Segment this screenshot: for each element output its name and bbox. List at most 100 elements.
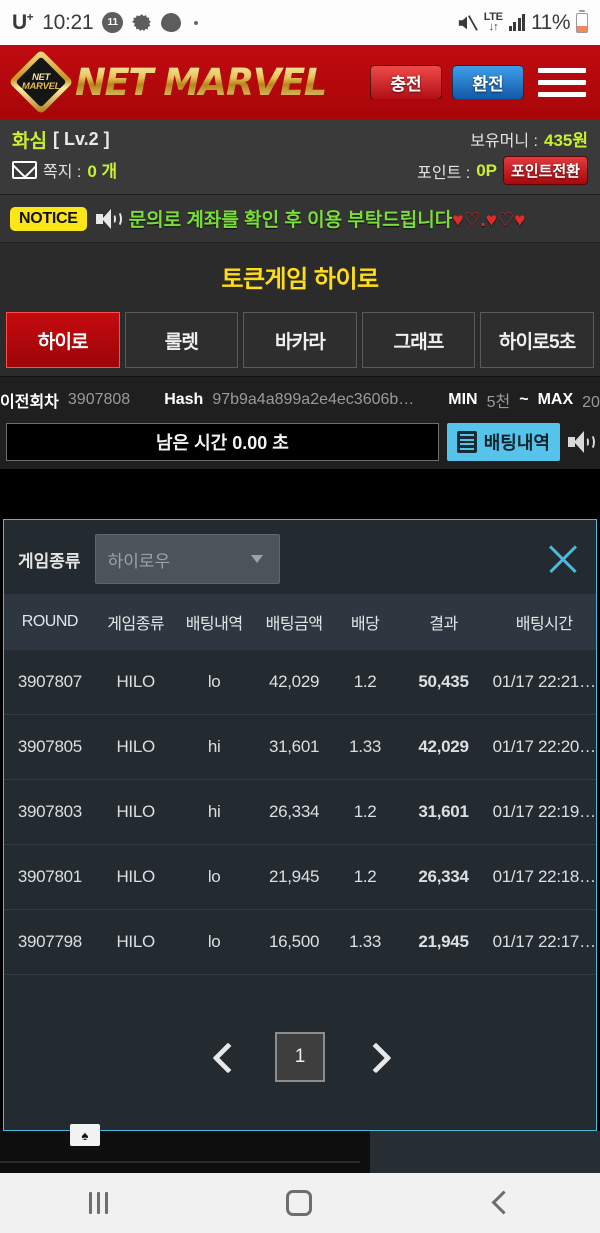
cell-odds: 1.2 [335,844,395,910]
col-header-type: 게임종류 [95,594,176,650]
hash-label: Hash [164,391,204,408]
status-dot-icon [194,20,199,25]
betting-history-button[interactable]: 배팅내역 [446,423,560,461]
chevron-right-icon[interactable] [361,1044,387,1070]
betting-history-label: 배팅내역 [483,433,550,453]
tab-baccarat[interactable]: 바카라 [243,312,357,368]
cell-odds: 1.33 [335,909,395,975]
tab-roulette[interactable]: 룰렛 [124,312,239,368]
table-row[interactable]: 3907798 HILO lo 16,500 1.33 21,945 01/17… [4,909,596,975]
betting-history-table: ROUND 게임종류 배팅내역 배팅금액 배당 결과 배팅시간 3907807 … [4,594,596,975]
cell-round: 3907798 [4,909,96,975]
cell-bet: hi [175,779,253,845]
close-icon[interactable] [544,540,582,578]
site-logo[interactable]: NET MARVEL NET MARVEL [8,49,327,115]
cell-type: HILO [95,714,176,780]
prev-round-value: 3907808 [67,391,131,408]
col-header-odds: 배당 [335,594,395,650]
message-count: 0 개 [87,162,118,181]
tab-graph[interactable]: 그래프 [361,312,476,368]
chevron-left-icon[interactable] [213,1044,239,1070]
pagination: 1 [4,1032,596,1082]
bottom-strip-left [0,1131,370,1173]
notice-message: 문의로 계좌를 확인 후 이용 부탁드립니다 [128,210,453,231]
recents-icon[interactable] [89,1192,109,1214]
cell-result: 42,029 [394,714,493,780]
game-tabs: 하이로 룰렛 바카라 그래프 하이로5초 [0,312,600,376]
cell-type: HILO [95,650,176,715]
timer-row: 남은 시간 0.00 초 배팅내역 [0,423,600,469]
clock: 10:21 [42,10,94,34]
cell-bet: lo [175,650,253,715]
col-header-bet: 배팅내역 [175,594,253,650]
table-row[interactable]: 3907801 HILO lo 21,945 1.2 26,334 01/17 … [4,844,596,910]
cell-bet: hi [175,714,253,780]
col-header-amount: 배팅금액 [252,594,336,650]
round-info-row: 이전회차 3907808 Hash 97b9a4a899a2e4ec3606b…… [0,376,600,423]
card-suit-icon: ♠ [70,1124,100,1146]
gear-icon [132,13,152,31]
logo-badge-line2: MARVEL [21,81,61,92]
status-bar-right: LTE ↓↑ 11% [456,11,588,35]
table-body: 3907807 HILO lo 42,029 1.2 50,435 01/17 … [4,650,596,975]
cell-type: HILO [95,909,176,975]
logo-diamond-icon: NET MARVEL [8,49,74,115]
table-row[interactable]: 3907805 HILO hi 31,601 1.33 42,029 01/17… [4,714,596,780]
cell-amount: 31,601 [252,714,336,780]
tab-hilo[interactable]: 하이로 [6,312,120,368]
page-number-1[interactable]: 1 [275,1032,325,1082]
exchange-button[interactable]: 환전 [452,64,524,100]
cell-result: 21,945 [394,909,493,975]
notice-tag: NOTICE [10,206,87,231]
mail-icon[interactable] [12,160,37,179]
cell-amount: 21,945 [252,844,336,910]
min-label: MIN [448,391,478,408]
tab-hilo5sec[interactable]: 하이로5초 [480,312,594,368]
android-nav-bar [0,1173,600,1233]
hamburger-menu-icon[interactable] [538,67,586,97]
cell-time: 01/17 22:20… [492,714,596,780]
app-icon [161,13,182,32]
notice-bar[interactable]: NOTICE 문의로 계좌를 확인 후 이용 부탁드립니다♥♡.♥♡♥ [0,195,600,243]
point-exchange-button[interactable]: 포인트전환 [502,156,588,185]
user-info-left: 화심 [ Lv.2 ] 쪽지 : 0 개 [12,126,117,185]
charge-button[interactable]: 충전 [370,64,442,100]
betting-history-panel: 게임종류 하이로우 ROUND 게임종류 배팅내역 배팅금액 배당 결과 배팅시… [3,519,597,1131]
cell-type: HILO [95,844,176,910]
game-type-select[interactable]: 하이로우 [94,534,280,584]
chevron-down-icon [250,555,263,563]
col-header-round: ROUND [4,594,96,650]
cell-result: 50,435 [394,650,493,715]
android-status-bar: U+ 10:21 11 LTE ↓↑ 11% [0,0,600,45]
header-actions: 충전 환전 [370,64,586,100]
home-icon[interactable] [286,1190,313,1216]
col-header-result: 결과 [394,594,493,650]
point-value: 0P [476,160,497,180]
table-row[interactable]: 3907807 HILO lo 42,029 1.2 50,435 01/17 … [4,650,596,715]
list-icon [456,431,477,453]
sound-toggle-icon[interactable] [568,431,595,453]
cell-time: 01/17 22:17… [492,909,596,975]
hash-value: 97b9a4a899a2e4ec3606b… [212,391,415,408]
cell-round: 3907805 [4,714,96,780]
mute-icon [458,14,478,31]
min-value: 5천 [486,394,511,411]
back-icon[interactable] [491,1193,511,1213]
col-header-time: 배팅시간 [492,594,596,650]
panel-header: 게임종류 하이로우 [4,520,596,594]
battery-icon [576,12,588,33]
speaker-icon [95,208,122,229]
cell-time: 01/17 22:18… [492,844,596,910]
max-value: 200만 [582,394,600,411]
game-type-selected-value: 하이로우 [107,551,171,571]
cell-time: 01/17 22:21… [492,650,596,715]
page-bottom-strip [0,1131,600,1173]
cell-bet: lo [175,844,253,910]
max-label: MAX [537,391,574,408]
prev-round-label: 이전회차 [0,394,59,411]
user-info-bar: 화심 [ Lv.2 ] 쪽지 : 0 개 보유머니 : 435원 포인트 : 0… [0,119,600,195]
cell-time: 01/17 22:19… [492,779,596,845]
cell-result: 26,334 [394,844,493,910]
bottom-strip-right [370,1131,600,1173]
table-row[interactable]: 3907803 HILO hi 26,334 1.2 31,601 01/17 … [4,779,596,845]
